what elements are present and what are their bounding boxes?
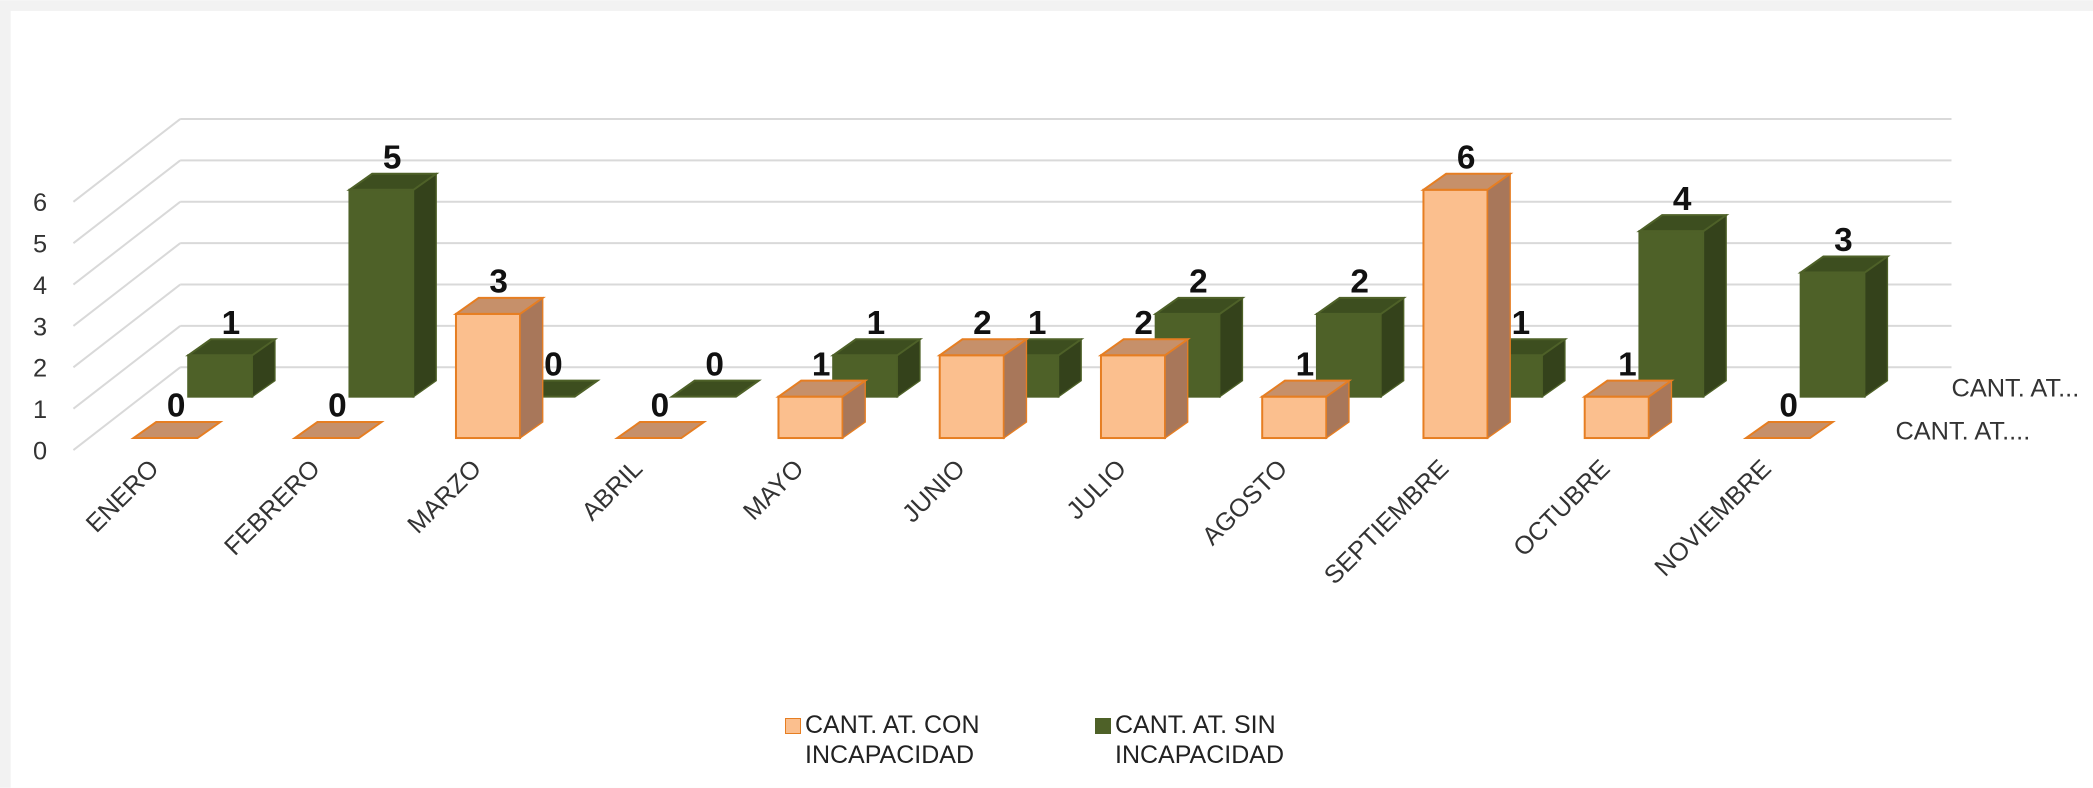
grid-line <box>72 283 181 369</box>
y-tick-label: 2 <box>33 355 47 383</box>
value-label: 1 <box>1028 305 1047 342</box>
legend-label: CANT. AT. CON INCAPACIDAD <box>805 711 980 769</box>
value-label: 2 <box>1350 264 1369 301</box>
value-label: 0 <box>651 388 670 425</box>
grid-line <box>72 242 181 327</box>
bar-top <box>1636 214 1730 233</box>
y-tick-label: 4 <box>33 272 47 300</box>
legend-item: CANT. AT. SIN INCAPACIDAD <box>1095 710 1385 770</box>
legend-swatch <box>785 718 801 734</box>
bar-top <box>346 172 440 191</box>
bar-top <box>185 338 279 357</box>
value-label: 2 <box>1189 264 1208 301</box>
value-label: 3 <box>489 264 508 301</box>
bar <box>454 312 522 440</box>
bar-top <box>775 379 869 398</box>
value-label: 3 <box>1834 222 1853 259</box>
depth-label: CANT. AT... <box>1952 375 2080 403</box>
bar <box>1099 354 1167 440</box>
bar-top <box>452 296 546 315</box>
bar-top <box>1420 172 1514 191</box>
legend-swatch <box>1095 718 1111 734</box>
bar-side <box>1486 172 1511 440</box>
grid-line <box>72 118 181 203</box>
value-label: 1 <box>1512 305 1531 342</box>
bar-top <box>668 379 762 398</box>
bar <box>938 354 1005 440</box>
value-label: 1 <box>222 305 241 342</box>
value-label: 0 <box>544 346 563 383</box>
grid-line <box>72 325 181 410</box>
legend-label: CANT. AT. SIN INCAPACIDAD <box>1115 711 1285 769</box>
bar <box>348 188 415 398</box>
legend: CANT. AT. CON INCAPACIDAD CANT. AT. SIN I… <box>785 710 1385 770</box>
y-tick-label: 0 <box>33 437 47 465</box>
y-tick-label: 3 <box>33 313 47 341</box>
bar-top <box>1259 379 1353 398</box>
bar-side <box>519 296 544 440</box>
value-label: 1 <box>812 346 831 383</box>
bar <box>1638 230 1705 398</box>
bar-top <box>1313 296 1407 315</box>
bar-top <box>1152 296 1246 315</box>
background <box>10 10 2093 788</box>
bar <box>1261 395 1328 440</box>
value-label: 1 <box>1296 346 1315 383</box>
y-tick-label: 1 <box>33 396 47 424</box>
value-label: 0 <box>328 388 347 425</box>
bar-top <box>1742 421 1836 440</box>
value-label: 0 <box>705 346 724 383</box>
bar <box>187 354 254 398</box>
bar-top <box>936 338 1030 357</box>
bar <box>1799 271 1866 398</box>
bar-side <box>1864 255 1889 398</box>
value-label: 1 <box>1618 346 1637 383</box>
grid-line <box>72 159 181 244</box>
bar-top <box>1097 338 1191 357</box>
value-label: 6 <box>1457 139 1476 176</box>
legend-item: CANT. AT. CON INCAPACIDAD <box>785 710 1075 770</box>
value-label: 2 <box>1134 305 1153 342</box>
bar-top <box>830 338 924 357</box>
bar-top <box>1797 255 1891 274</box>
bar <box>1583 395 1650 440</box>
bar-side <box>1702 213 1727 398</box>
bar-side <box>412 172 437 398</box>
y-tick-label: 6 <box>33 189 47 217</box>
depth-label: CANT. AT.... <box>1895 417 2030 445</box>
bar-top <box>130 421 224 440</box>
grid-line <box>72 200 181 286</box>
value-label: 1 <box>867 305 886 342</box>
value-label: 5 <box>383 139 402 176</box>
bar <box>777 395 844 440</box>
value-label: 0 <box>167 388 186 425</box>
bar-top <box>1581 379 1675 398</box>
value-label: 0 <box>1779 388 1798 425</box>
y-tick-label: 5 <box>33 231 47 259</box>
value-label: 2 <box>973 305 992 342</box>
bar <box>1422 188 1489 440</box>
value-label: 4 <box>1673 181 1692 218</box>
bar-top <box>291 421 385 440</box>
grid-line <box>72 366 181 451</box>
bar-top <box>614 421 708 440</box>
